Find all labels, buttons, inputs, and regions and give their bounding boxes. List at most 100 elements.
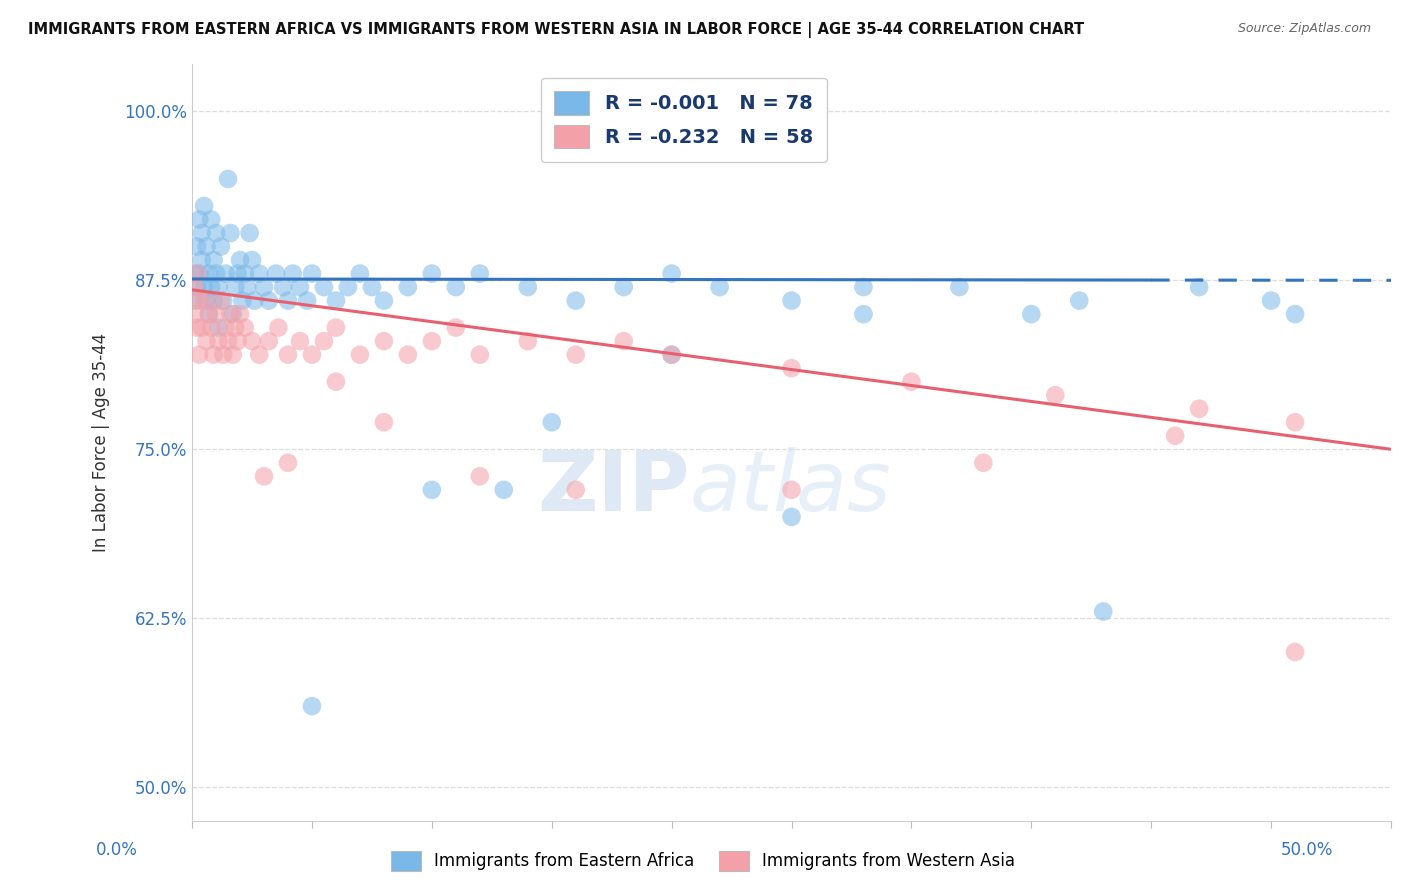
Point — [325, 375, 347, 389]
Text: IMMIGRANTS FROM EASTERN AFRICA VS IMMIGRANTS FROM WESTERN ASIA IN LABOR FORCE | : IMMIGRANTS FROM EASTERN AFRICA VS IMMIGR… — [28, 22, 1084, 38]
Point — [281, 267, 304, 281]
Point — [190, 253, 212, 268]
Point — [373, 334, 395, 348]
Point — [709, 280, 731, 294]
Point — [948, 280, 970, 294]
Point — [205, 267, 228, 281]
Point — [193, 280, 215, 294]
Point — [243, 293, 266, 308]
Point — [613, 280, 636, 294]
Point — [312, 334, 335, 348]
Point — [188, 267, 211, 281]
Point — [373, 415, 395, 429]
Point — [247, 348, 270, 362]
Point — [336, 280, 359, 294]
Point — [247, 267, 270, 281]
Point — [540, 415, 562, 429]
Text: atlas: atlas — [689, 448, 891, 528]
Text: Source: ZipAtlas.com: Source: ZipAtlas.com — [1237, 22, 1371, 36]
Point — [233, 320, 256, 334]
Point — [661, 348, 683, 362]
Point — [186, 239, 208, 253]
Point — [219, 307, 242, 321]
Point — [186, 267, 208, 281]
Point — [195, 239, 218, 253]
Point — [217, 334, 239, 348]
Point — [198, 307, 221, 321]
Point — [214, 267, 236, 281]
Legend: Immigrants from Eastern Africa, Immigrants from Western Asia: Immigrants from Eastern Africa, Immigran… — [382, 842, 1024, 880]
Point — [900, 375, 922, 389]
Point — [205, 226, 228, 240]
Point — [253, 280, 276, 294]
Point — [516, 334, 538, 348]
Point — [1164, 429, 1187, 443]
Point — [373, 293, 395, 308]
Point — [240, 253, 263, 268]
Point — [188, 348, 211, 362]
Point — [444, 280, 467, 294]
Point — [1188, 280, 1211, 294]
Point — [492, 483, 515, 497]
Point — [516, 280, 538, 294]
Point — [224, 320, 246, 334]
Point — [205, 307, 228, 321]
Point — [236, 280, 259, 294]
Point — [564, 293, 586, 308]
Point — [200, 320, 222, 334]
Point — [198, 307, 221, 321]
Point — [1284, 415, 1306, 429]
Point — [207, 280, 229, 294]
Point — [202, 293, 225, 308]
Point — [233, 267, 256, 281]
Point — [193, 293, 215, 308]
Point — [420, 483, 443, 497]
Point — [277, 348, 299, 362]
Point — [468, 348, 491, 362]
Point — [212, 293, 235, 308]
Point — [780, 361, 803, 376]
Point — [361, 280, 384, 294]
Point — [564, 348, 586, 362]
Point — [202, 348, 225, 362]
Point — [224, 280, 246, 294]
Point — [207, 320, 229, 334]
Text: ZIP: ZIP — [537, 448, 689, 528]
Point — [209, 239, 232, 253]
Point — [219, 226, 242, 240]
Point — [780, 483, 803, 497]
Text: 0.0%: 0.0% — [96, 840, 138, 858]
Point — [852, 280, 875, 294]
Point — [1092, 605, 1115, 619]
Point — [852, 307, 875, 321]
Point — [239, 226, 262, 240]
Point — [200, 212, 222, 227]
Point — [277, 456, 299, 470]
Point — [325, 320, 347, 334]
Point — [780, 293, 803, 308]
Point — [195, 293, 218, 308]
Y-axis label: In Labor Force | Age 35-44: In Labor Force | Age 35-44 — [93, 333, 110, 552]
Point — [183, 293, 205, 308]
Point — [661, 348, 683, 362]
Point — [349, 348, 371, 362]
Point — [277, 293, 299, 308]
Point — [267, 320, 290, 334]
Point — [468, 469, 491, 483]
Point — [312, 280, 335, 294]
Point — [193, 199, 215, 213]
Point — [1045, 388, 1067, 402]
Point — [195, 334, 218, 348]
Point — [468, 267, 491, 281]
Point — [972, 456, 994, 470]
Point — [1284, 645, 1306, 659]
Point — [200, 280, 222, 294]
Point — [396, 348, 419, 362]
Point — [214, 320, 236, 334]
Point — [1284, 307, 1306, 321]
Point — [444, 320, 467, 334]
Point — [420, 267, 443, 281]
Point — [186, 280, 208, 294]
Point — [229, 307, 252, 321]
Point — [207, 334, 229, 348]
